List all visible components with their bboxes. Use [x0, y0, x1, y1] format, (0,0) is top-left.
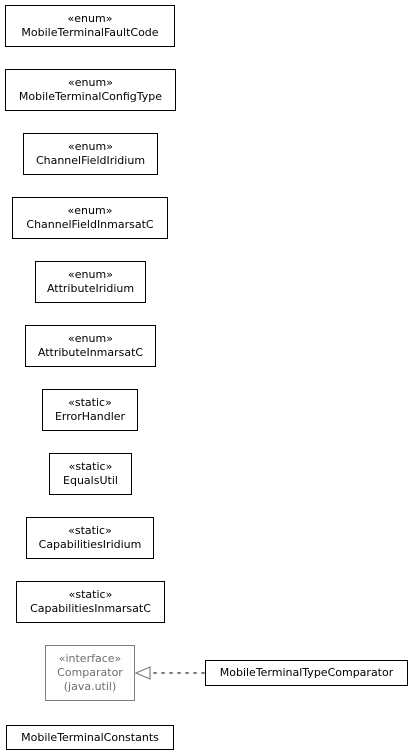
stereotype-label: «static»: [68, 396, 112, 409]
class-capabilities-iridium[interactable]: «static» CapabilitiesIridium: [26, 517, 154, 559]
class-name: ErrorHandler: [54, 410, 126, 423]
stereotype-label: «static»: [68, 460, 113, 473]
class-name: ChannelFieldInmarsatC: [26, 218, 154, 231]
class-name: MobileTerminalConstants: [21, 730, 159, 744]
stereotype-label: «enum»: [68, 332, 113, 345]
stereotype-label: «static»: [68, 588, 113, 601]
class-mobile-terminal-constants[interactable]: MobileTerminalConstants: [6, 725, 174, 750]
class-channel-field-inmarsat-c[interactable]: «enum» ChannelFieldInmarsatC: [12, 197, 168, 239]
class-attribute-inmarsat-c[interactable]: «enum» AttributeInmarsatC: [25, 325, 156, 367]
class-mobile-terminal-fault-code[interactable]: «enum» MobileTerminalFaultCode: [5, 5, 175, 47]
stereotype-label: «enum»: [68, 268, 113, 281]
class-attribute-iridium[interactable]: «enum» AttributeIridium: [35, 261, 146, 303]
class-channel-field-iridium[interactable]: «enum» ChannelFieldIridium: [23, 133, 158, 175]
class-name: AttributeInmarsatC: [37, 346, 144, 359]
class-mobile-terminal-type-comparator[interactable]: MobileTerminalTypeComparator: [205, 660, 408, 686]
interface-comparator[interactable]: «interface» Comparator (java.util): [45, 645, 135, 701]
interface-name: Comparator: [57, 666, 123, 679]
class-name: CapabilitiesIridium: [38, 538, 142, 551]
class-name: AttributeIridium: [46, 282, 135, 295]
class-mobile-terminal-config-type[interactable]: «enum» MobileTerminalConfigType: [5, 69, 176, 111]
package-label: (java.util): [63, 680, 117, 693]
stereotype-label: «enum»: [67, 12, 113, 25]
class-name: MobileTerminalConfigType: [18, 90, 163, 103]
class-name: MobileTerminalFaultCode: [21, 26, 159, 39]
realization-arrowhead: [134, 666, 151, 680]
class-capabilities-inmarsat-c[interactable]: «static» CapabilitiesInmarsatC: [16, 581, 165, 623]
class-name: ChannelFieldIridium: [35, 154, 146, 167]
class-equals-util[interactable]: «static» EqualsUtil: [49, 453, 132, 495]
stereotype-label: «enum»: [67, 204, 113, 217]
class-error-handler[interactable]: «static» ErrorHandler: [42, 389, 138, 431]
class-name: EqualsUtil: [63, 474, 118, 487]
class-name: MobileTerminalTypeComparator: [219, 666, 394, 679]
stereotype-label: «interface»: [58, 652, 122, 665]
stereotype-label: «static»: [68, 524, 112, 537]
stereotype-label: «enum»: [68, 140, 113, 153]
class-name: CapabilitiesInmarsatC: [30, 602, 151, 615]
stereotype-label: «enum»: [68, 76, 113, 89]
